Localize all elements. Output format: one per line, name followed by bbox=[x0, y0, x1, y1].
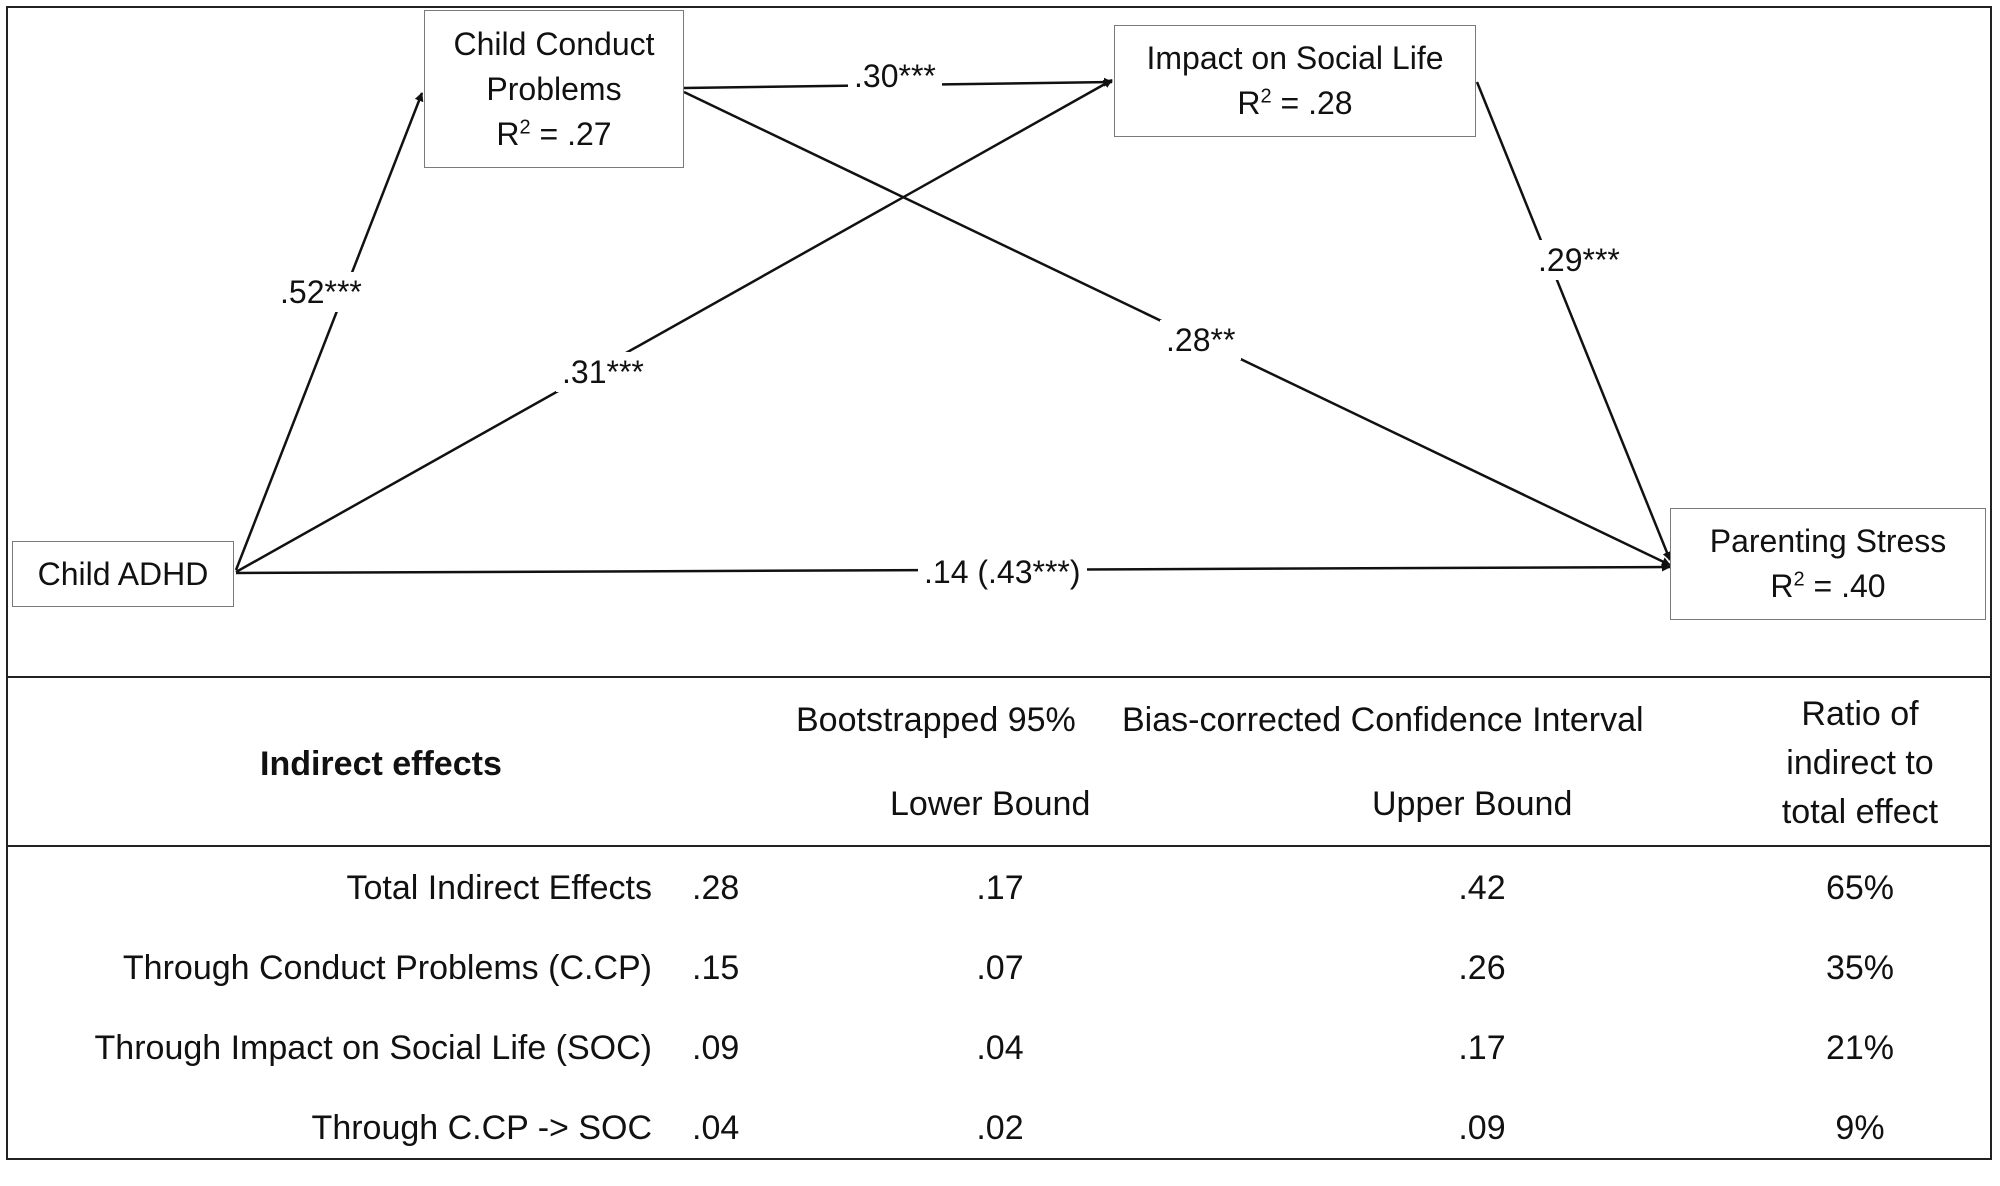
row-estimate: .09 bbox=[692, 1029, 740, 1067]
node-social-r2: R2 = .28 bbox=[1237, 85, 1353, 121]
header-lower-bound: Lower Bound bbox=[890, 785, 1091, 823]
row-label: Through Impact on Social Life (SOC) bbox=[94, 1029, 652, 1067]
row-ratio: 35% bbox=[1825, 949, 1895, 987]
row-lower: .04 bbox=[976, 1029, 1024, 1067]
row-label: Total Indirect Effects bbox=[346, 869, 652, 907]
arrow-adhd-conduct bbox=[234, 92, 424, 571]
node-child-conduct-problems: Child Conduct Problems R2 = .27 bbox=[424, 10, 684, 168]
edge-label-adhd-social: .31*** bbox=[556, 352, 650, 392]
row-ratio: 21% bbox=[1825, 1029, 1895, 1067]
header-ratio-line1: Ratio of bbox=[1801, 695, 1919, 733]
row-estimate: .28 bbox=[692, 869, 740, 907]
row-lower: .17 bbox=[976, 869, 1024, 907]
figure-frame bbox=[6, 6, 1992, 1160]
arrow-adhd-social bbox=[235, 78, 1113, 574]
row-upper: .17 bbox=[1458, 1029, 1506, 1067]
node-child-adhd-label: Child ADHD bbox=[37, 555, 209, 592]
row-estimate: .15 bbox=[692, 949, 740, 987]
header-ratio-line3: total effect bbox=[1781, 793, 1939, 831]
row-estimate: .04 bbox=[692, 1109, 740, 1147]
node-social-line1: Impact on Social Life bbox=[1146, 40, 1444, 76]
node-parenting-stress: Parenting Stress R2 = .40 bbox=[1670, 508, 1986, 620]
header-upper-bound: Upper Bound bbox=[1372, 785, 1573, 823]
node-stress-r2: R2 = .40 bbox=[1770, 568, 1886, 604]
node-impact-social-life: Impact on Social Life R2 = .28 bbox=[1114, 25, 1476, 137]
table-header-rule bbox=[8, 845, 1992, 847]
row-label: Through C.CP -> SOC bbox=[311, 1109, 652, 1147]
node-conduct-line2: Problems bbox=[486, 70, 622, 107]
edge-label-conduct-stress: .28** bbox=[1160, 320, 1242, 360]
node-conduct-line1: Child Conduct bbox=[453, 25, 655, 62]
row-label: Through Conduct Problems (C.CP) bbox=[122, 949, 652, 987]
edge-label-adhd-stress: .14 (.43***) bbox=[918, 552, 1087, 592]
header-ratio-line2: indirect to bbox=[1786, 744, 1934, 782]
row-lower: .07 bbox=[976, 949, 1024, 987]
row-upper: .42 bbox=[1458, 869, 1506, 907]
table-top-rule bbox=[8, 676, 1992, 678]
header-ci-left: Bootstrapped 95% bbox=[796, 701, 1076, 739]
edge-label-social-stress: .29*** bbox=[1532, 240, 1626, 280]
header-ci-right: Bias-corrected Confidence Interval bbox=[1122, 701, 1644, 739]
node-conduct-r2: R2 = .27 bbox=[496, 115, 612, 152]
row-upper: .26 bbox=[1458, 949, 1506, 987]
arrow-social-stress bbox=[1475, 81, 1672, 561]
row-ratio: 9% bbox=[1835, 1109, 1885, 1147]
row-ratio: 65% bbox=[1825, 869, 1895, 907]
row-lower: .02 bbox=[976, 1109, 1024, 1147]
node-stress-line1: Parenting Stress bbox=[1709, 523, 1947, 559]
edge-label-adhd-conduct: .52*** bbox=[274, 272, 368, 312]
row-upper: .09 bbox=[1458, 1109, 1506, 1147]
header-indirect-effects: Indirect effects bbox=[260, 745, 502, 783]
node-child-adhd: Child ADHD bbox=[12, 541, 234, 607]
edge-label-conduct-social: .30*** bbox=[848, 56, 942, 96]
